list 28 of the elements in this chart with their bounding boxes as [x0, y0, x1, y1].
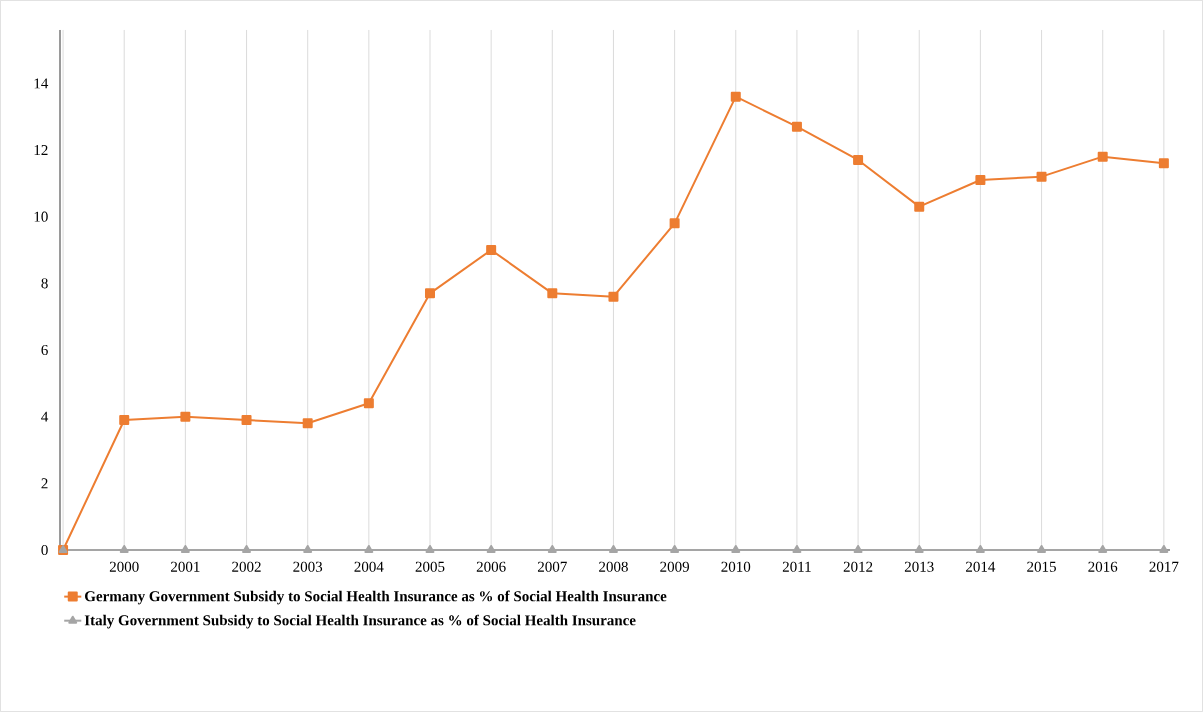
x-tick-label: 2007 [537, 561, 567, 572]
x-tick-label: 2009 [660, 561, 689, 572]
y-tick-label: 4 [41, 411, 49, 422]
x-tick-label: 2010 [721, 561, 751, 572]
x-tick-label: 2002 [232, 561, 261, 572]
x-tick-label: 2012 [843, 561, 873, 572]
x-tick-label: 2014 [966, 561, 996, 572]
x-tick-label: 2003 [293, 561, 323, 572]
x-tick-label: 2000 [109, 561, 139, 572]
x-tick-label: 2011 [782, 561, 811, 572]
y-tick-label: 10 [34, 211, 48, 222]
legend-label: Italy Government Subsidy to Social Health Insurance as % of Social Health Insurance [84, 614, 636, 629]
x-tick-label: 2013 [904, 561, 934, 572]
x-tick-label: 2005 [415, 561, 445, 572]
y-tick-label: 6 [41, 344, 48, 356]
x-tick-label: 2001 [171, 561, 200, 572]
x-tick-label: 2004 [354, 561, 384, 572]
x-tick-label: 2006 [476, 561, 506, 572]
y-tick-label: 8 [41, 278, 48, 289]
y-tick-label: 0 [41, 544, 48, 556]
x-tick-label: 2015 [1027, 561, 1056, 572]
x-tick-label: 2016 [1088, 561, 1118, 572]
x-tick-label: 2008 [599, 561, 628, 572]
x-tick-label: 2017 [1149, 561, 1179, 572]
y-tick-label: 14 [34, 78, 49, 89]
legend-label: Germany Government Subsidy to Social Health Insurance as % of Social Health Insurance [85, 590, 667, 605]
y-tick-label: 12 [34, 145, 48, 155]
y-tick-label: 2 [41, 478, 48, 489]
